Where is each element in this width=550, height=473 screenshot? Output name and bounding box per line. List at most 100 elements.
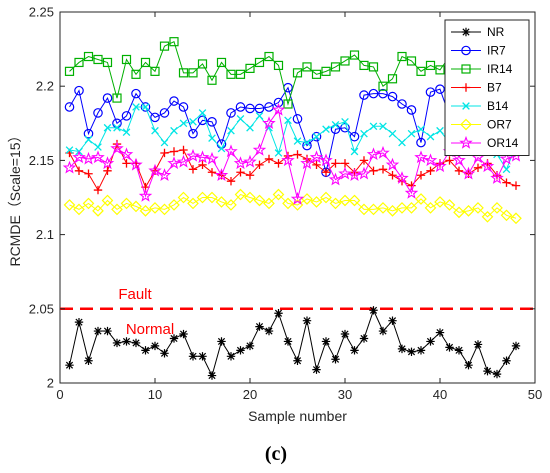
data-point	[359, 334, 369, 343]
data-point	[283, 99, 293, 109]
x-tick-label: 10	[148, 387, 162, 402]
data-point	[511, 181, 521, 190]
data-point	[169, 147, 179, 156]
data-point	[378, 81, 388, 91]
data-point	[320, 191, 332, 204]
y-tick-label: 2.05	[29, 301, 54, 316]
data-point	[359, 90, 369, 100]
data-point	[302, 140, 312, 151]
data-point	[349, 131, 360, 142]
data-point	[473, 340, 483, 349]
data-point	[112, 338, 122, 348]
legend-item: OR7	[451, 118, 512, 132]
data-point	[158, 203, 171, 216]
data-point	[188, 68, 198, 78]
data-point	[358, 203, 370, 216]
data-point	[198, 352, 207, 361]
data-point	[461, 27, 471, 37]
data-point	[331, 120, 340, 129]
data-point	[311, 131, 322, 142]
data-point	[160, 148, 169, 158]
data-point	[359, 156, 369, 165]
data-point	[111, 203, 123, 216]
data-point	[254, 103, 265, 114]
data-point	[110, 141, 124, 155]
data-point	[271, 102, 286, 116]
data-point	[84, 135, 93, 144]
data-point	[423, 153, 438, 167]
data-point	[103, 166, 112, 175]
data-point	[350, 147, 359, 156]
data-point	[103, 123, 112, 132]
data-point	[406, 56, 417, 66]
data-point	[121, 111, 132, 121]
data-point	[454, 166, 464, 175]
data-point	[139, 205, 152, 217]
data-point	[292, 114, 303, 124]
data-point	[340, 56, 350, 66]
data-point	[140, 57, 151, 68]
data-point	[376, 145, 390, 159]
data-point	[338, 166, 352, 180]
data-point	[122, 159, 131, 168]
data-point	[397, 99, 407, 109]
data-point	[302, 316, 312, 325]
data-point	[377, 202, 389, 214]
data-point	[103, 326, 112, 336]
data-point	[195, 150, 210, 164]
y-tick-label: 2	[47, 376, 54, 391]
data-point	[368, 62, 379, 72]
data-point	[206, 191, 218, 204]
data-point	[227, 126, 235, 135]
data-point	[74, 166, 84, 175]
data-point	[74, 57, 84, 68]
data-point	[357, 166, 371, 180]
threshold-lower-label: Normal	[126, 321, 174, 338]
data-point	[312, 132, 321, 141]
data-point	[119, 147, 134, 161]
data-point	[425, 60, 436, 71]
data-point	[138, 188, 153, 202]
data-point	[264, 51, 274, 62]
data-point	[226, 69, 236, 79]
data-point	[416, 137, 426, 148]
data-point	[170, 126, 178, 135]
data-point	[216, 57, 227, 68]
data-point	[225, 199, 237, 211]
legend: NR IR7 IR14 B7 B14 OR7 OR14	[444, 19, 530, 156]
data-point	[263, 197, 275, 210]
data-point	[226, 176, 236, 186]
data-point	[339, 194, 351, 207]
data-point	[122, 128, 131, 137]
data-point	[341, 117, 349, 126]
data-point	[131, 69, 141, 79]
legend-item: OR14	[451, 135, 519, 150]
data-point	[234, 188, 247, 201]
data-point	[63, 199, 76, 211]
data-point	[186, 148, 200, 162]
data-point	[366, 147, 381, 161]
data-point	[179, 145, 188, 155]
data-point	[121, 54, 132, 65]
data-point	[102, 57, 113, 68]
data-point	[490, 171, 504, 184]
data-point	[473, 163, 483, 173]
data-point	[167, 156, 181, 170]
series-or14	[62, 102, 523, 205]
data-point	[492, 369, 502, 379]
data-point	[273, 60, 284, 71]
data-point	[436, 126, 444, 135]
data-point	[197, 59, 208, 69]
data-point	[433, 159, 447, 173]
data-point	[150, 341, 160, 351]
data-point	[178, 102, 189, 112]
data-point	[64, 66, 75, 76]
data-point	[169, 334, 179, 343]
data-point	[149, 202, 161, 214]
data-point	[435, 65, 445, 75]
data-point	[426, 337, 435, 346]
data-point	[272, 188, 285, 201]
data-point	[311, 69, 322, 79]
data-point	[350, 346, 359, 355]
data-point	[301, 193, 313, 205]
